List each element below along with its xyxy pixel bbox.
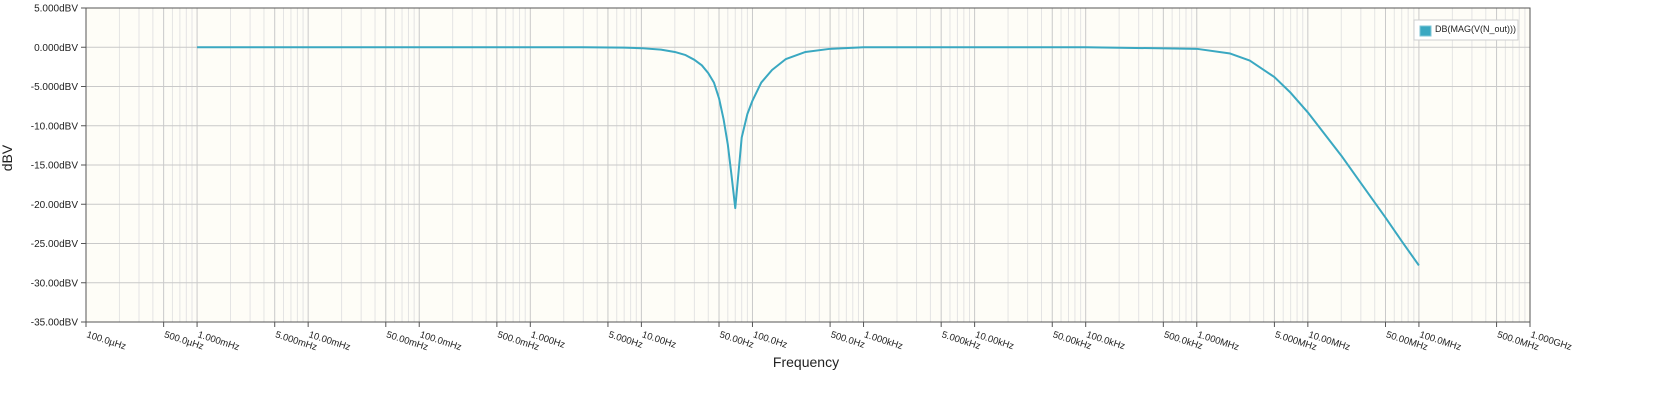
legend-label: DB(MAG(V(N_out))) xyxy=(1435,24,1516,34)
x-tick-label: 1.000mHz xyxy=(196,329,241,353)
y-tick-label: -10.00dBV xyxy=(31,121,79,132)
y-tick-label: -20.00dBV xyxy=(31,200,79,211)
x-tick-label: 10.00kHz xyxy=(974,329,1016,352)
y-axis: 5.000dBV 0.000dBV -5.000dBV -10.00dBV -15.00… xyxy=(31,4,86,329)
x-tick-label: 500.0Hz xyxy=(829,329,866,350)
x-tick-label: 50.00Hz xyxy=(718,329,755,350)
y-tick-label: -35.00dBV xyxy=(31,318,79,329)
x-tick-label: 1.000kHz xyxy=(863,329,905,352)
x-tick-label: 10.00Hz xyxy=(640,329,677,350)
y-tick-label: 5.000dBV xyxy=(34,4,78,15)
legend-swatch xyxy=(1419,25,1432,37)
series-line xyxy=(197,46,1420,267)
y-tick-label: -5.000dBV xyxy=(31,82,79,93)
series-group xyxy=(197,46,1420,267)
x-tick-label: 100.0Hz xyxy=(752,329,789,350)
x-tick-label: 1.000MHz xyxy=(1196,329,1241,353)
x-tick-label: 100.0µHz xyxy=(85,329,127,352)
x-tick-label: 5.000Hz xyxy=(607,329,644,350)
y-tick-label: -15.00dBV xyxy=(31,161,79,172)
y-axis-title: dBV xyxy=(0,144,15,171)
y-tick-label: 0.000dBV xyxy=(34,43,78,54)
y-tick-label: -30.00dBV xyxy=(31,278,79,289)
legend-box xyxy=(1413,19,1519,41)
y-tick-label: -25.00dBV xyxy=(31,239,79,250)
legend[interactable]: DB(MAG(V(N_out))) xyxy=(1413,19,1519,41)
grid xyxy=(85,7,1530,323)
x-axis-title: Frequency xyxy=(773,354,839,370)
x-tick-label: 100.0kHz xyxy=(1085,329,1127,352)
